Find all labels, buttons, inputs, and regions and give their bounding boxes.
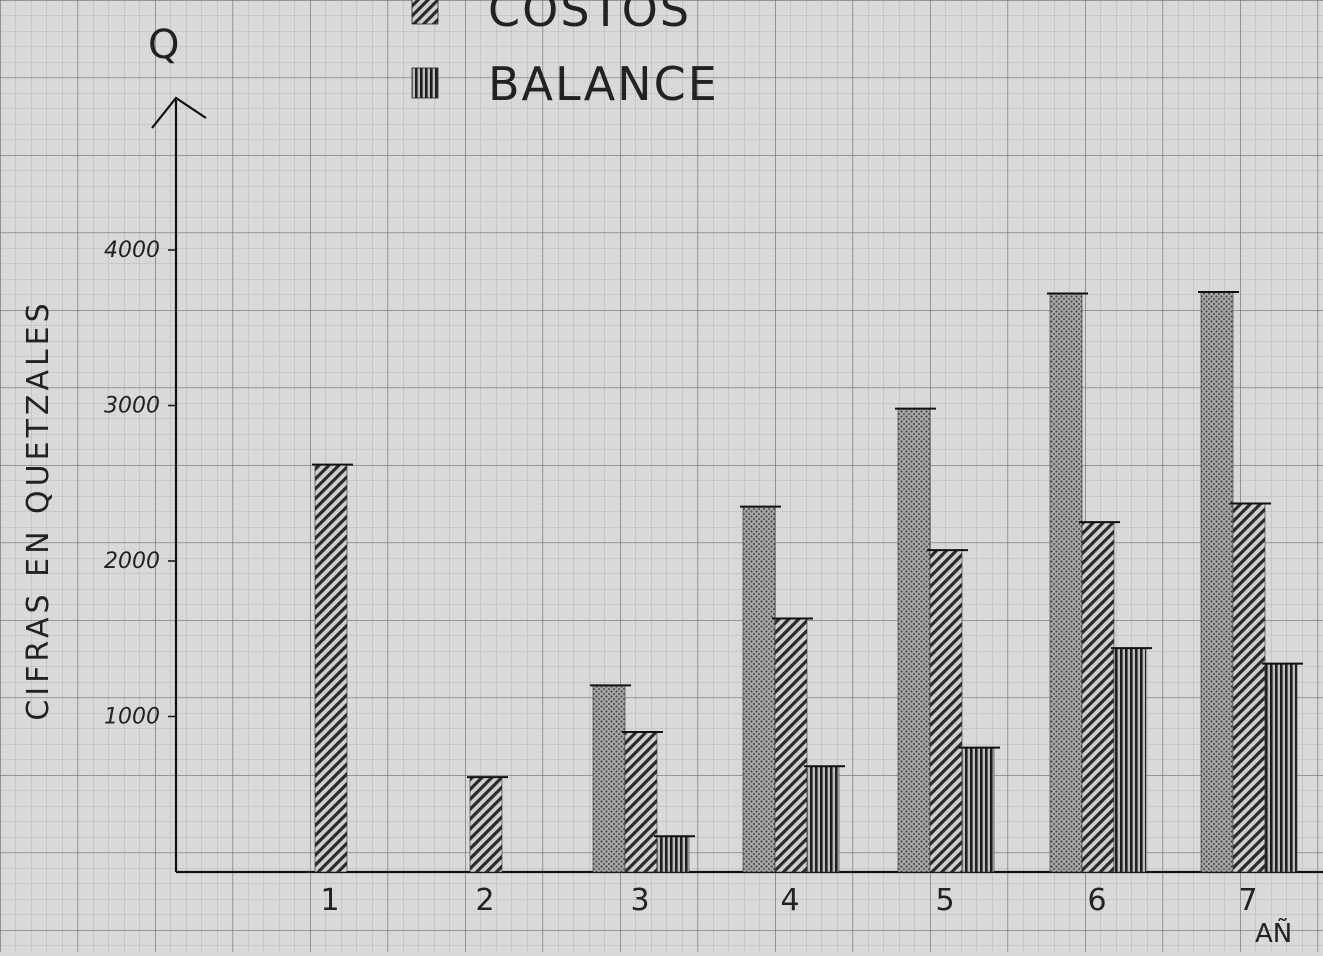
x-tick-label: 5 [935, 883, 954, 918]
bars [312, 290, 1303, 873]
bar-series1 [897, 408, 931, 873]
bar-series1 [742, 506, 776, 873]
bar-series3 [806, 765, 840, 873]
bar-series1 [592, 685, 626, 873]
y-tick-label: 3000 [104, 394, 160, 419]
y-axis-arrow [151, 96, 207, 129]
bar-series2 [624, 731, 658, 873]
bar-series2 [314, 464, 348, 873]
bar-series1 [1049, 293, 1083, 873]
y-axis-label: CIFRAS EN QUETZALES [21, 299, 56, 720]
bar-series2 [1232, 503, 1266, 873]
legend-label: COSTOS [488, 0, 691, 37]
y-tick-label: 2000 [104, 549, 160, 574]
x-axis-label: AÑ [1255, 917, 1292, 949]
bar-series3 [1264, 663, 1298, 873]
y-axis-symbol: Q [148, 22, 179, 68]
bar-series2 [929, 549, 963, 873]
bar-series2 [469, 776, 503, 873]
legend-label: BALANCE [488, 57, 719, 111]
bar-series3 [1113, 647, 1147, 873]
x-tick-label: 3 [630, 883, 649, 918]
y-tick-label: 1000 [104, 705, 160, 730]
legend-swatch [411, 67, 439, 99]
x-tick-label: 7 [1238, 883, 1257, 918]
bar-series3 [656, 835, 690, 873]
y-tick-label: 4000 [104, 238, 160, 263]
bar-series3 [961, 747, 995, 873]
bar-series2 [1081, 521, 1115, 873]
x-tick-label: 6 [1087, 883, 1106, 918]
legend-swatch [411, 0, 439, 25]
x-tick-label: 4 [780, 883, 799, 918]
bar-series1 [1200, 291, 1234, 873]
x-tick-label: 2 [475, 883, 494, 918]
x-tick-label: 1 [320, 883, 339, 918]
bar-series2 [774, 618, 808, 873]
legend: COSTOS BALANCE [411, 0, 719, 111]
labels: 1000 2000 3000 4000 Q CIFRAS EN QUETZALES 1 2 3 4… [21, 22, 1292, 949]
